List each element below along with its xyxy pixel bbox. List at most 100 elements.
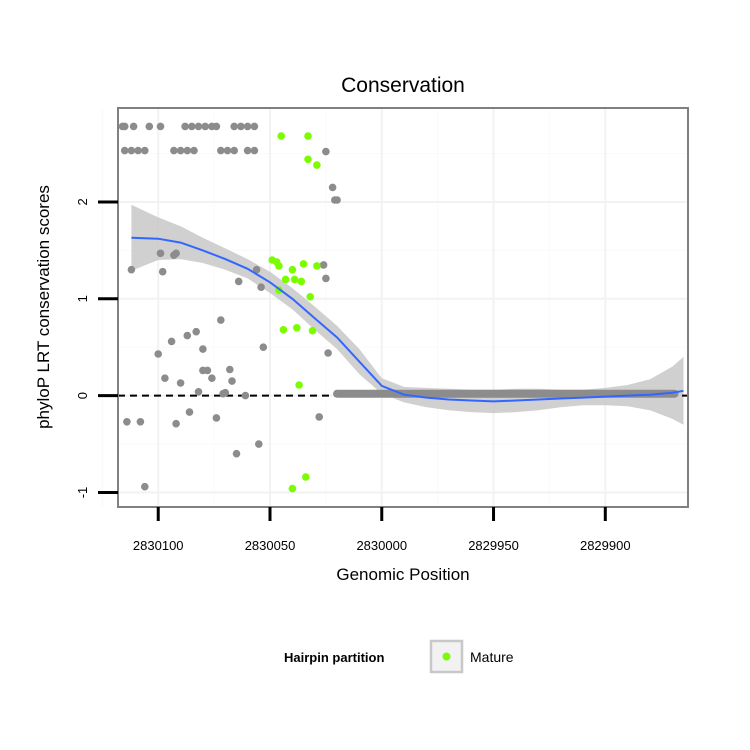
x-tick-label: 2829950 (468, 538, 519, 553)
point-other (328, 183, 337, 192)
point-other (154, 350, 162, 358)
point-other (188, 122, 196, 131)
point-other (194, 122, 203, 131)
legend-label-mature: Mature (470, 649, 514, 665)
point-other (243, 146, 252, 155)
x-tick-label: 2830050 (245, 538, 296, 553)
point-other (230, 146, 238, 155)
y-axis: -1 0 1 2 (75, 198, 118, 498)
point-other (217, 146, 225, 155)
point-other (170, 146, 178, 155)
x-axis: 2830100 2830050 2830000 2829950 2829900 (133, 507, 631, 553)
point-other (172, 249, 180, 258)
point-other (333, 196, 341, 204)
point-other (172, 419, 180, 428)
point-mature (306, 293, 315, 301)
point-other (252, 265, 261, 274)
point-mature (281, 275, 290, 284)
point-other (319, 261, 328, 269)
point-other (123, 418, 131, 426)
point-other (120, 122, 129, 131)
point-other (183, 146, 192, 155)
confidence-ribbon-layer (131, 204, 684, 425)
point-mature (293, 324, 301, 332)
point-other (167, 337, 176, 346)
point-other (176, 379, 185, 387)
point-mature (277, 132, 286, 140)
point-other (237, 122, 245, 131)
point-other (201, 122, 209, 131)
point-other (176, 146, 185, 155)
x-tick-label: 2830000 (356, 538, 407, 553)
point-other (230, 122, 238, 131)
point-mature (313, 262, 321, 270)
point-other (217, 316, 225, 324)
point-mature (313, 161, 321, 169)
point-other (212, 414, 221, 422)
point-other (156, 122, 165, 131)
point-other (194, 388, 203, 396)
point-other (315, 413, 324, 421)
point-other (181, 122, 189, 131)
y-axis-title: phyloP LRT conservation scores (34, 185, 53, 429)
point-other (134, 146, 142, 155)
point-other (322, 147, 330, 156)
point-mature (308, 326, 317, 335)
point-other (185, 408, 194, 416)
point-mature (288, 265, 297, 274)
point-other (156, 249, 165, 258)
confidence-ribbon (131, 204, 684, 425)
point-other (241, 391, 250, 400)
point-other (127, 146, 136, 155)
y-tick-label: 1 (75, 295, 90, 302)
point-other (183, 331, 192, 340)
x-axis-title: Genomic Position (336, 565, 469, 584)
point-mature (299, 260, 308, 268)
smooth-line-layer (131, 236, 684, 403)
point-other (250, 122, 259, 131)
legend-title: Hairpin partition (284, 650, 384, 665)
legend: Hairpin partition Mature (284, 639, 514, 674)
point-mature (295, 381, 303, 389)
point-other (203, 366, 212, 375)
point-other (322, 274, 330, 283)
point-other (141, 482, 149, 491)
point-other (324, 349, 332, 357)
y-tick-label: -1 (75, 487, 90, 499)
point-mature (302, 473, 310, 481)
point-other (254, 440, 263, 448)
point-mature (297, 277, 306, 286)
point-other (259, 343, 268, 352)
point-other (243, 122, 252, 131)
point-mature (275, 262, 283, 270)
point-other (145, 122, 154, 131)
point-other (192, 327, 200, 336)
point-other (136, 418, 145, 426)
point-other (250, 146, 259, 155)
legend-mature-marker (442, 652, 451, 661)
point-other (208, 374, 216, 383)
grid-lines (101, 108, 688, 507)
point-other (228, 377, 236, 385)
point-other (127, 265, 136, 274)
x-tick-label: 2829900 (580, 538, 631, 553)
loess-smooth-line (131, 236, 684, 403)
point-mature (304, 132, 312, 140)
point-other (120, 146, 129, 155)
point-other (190, 146, 198, 155)
point-mature (290, 275, 299, 284)
point-other (226, 365, 234, 374)
point-mature (288, 484, 297, 493)
point-other (199, 345, 207, 353)
point-other (257, 283, 265, 292)
x-tick-label: 2830100 (133, 538, 184, 553)
point-other (212, 122, 221, 131)
data-points (118, 122, 679, 493)
point-other (158, 267, 167, 276)
point-other (141, 146, 149, 155)
point-other (219, 389, 227, 398)
point-other (129, 122, 138, 131)
point-other (223, 146, 232, 155)
point-mature (304, 155, 312, 164)
